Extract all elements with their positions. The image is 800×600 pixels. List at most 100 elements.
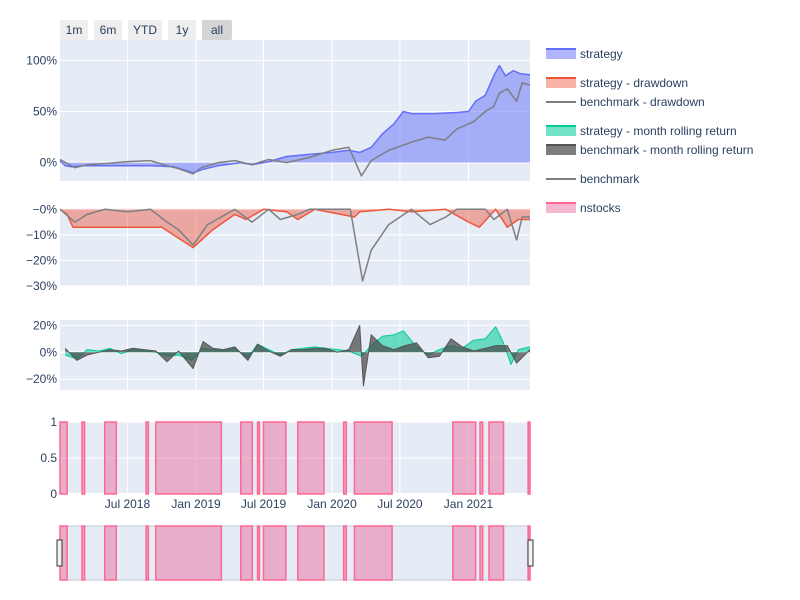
nstocks-interval (488, 421, 505, 495)
range-slider-interval (81, 525, 86, 581)
range-slider-interval (256, 525, 261, 581)
y-tick-label: −20% (26, 372, 57, 386)
legend-item-strategy-drawdown[interactable]: strategy - drawdown (546, 76, 688, 90)
legend-item-benchmark-drawdown[interactable]: benchmark - drawdown (546, 95, 705, 109)
panel-returns: 0% 50% 100% (26, 40, 531, 181)
range-slider-interval (103, 525, 118, 581)
range-button-label: 1y (176, 23, 189, 37)
range-slider-interval (297, 525, 325, 581)
series-line (64, 324, 531, 387)
range-button-bg[interactable] (60, 20, 88, 40)
nstocks-interval (262, 421, 287, 495)
series-area (65, 325, 530, 386)
chart-panels: 0%50%100%−0%−10%−20%−30%20%0%−20%00.51 (26, 40, 534, 581)
range-button-6m[interactable]: 6m (94, 20, 122, 40)
nstocks-interval (103, 421, 118, 495)
range-button-all[interactable]: all (202, 20, 232, 40)
range-button-label: 1m (66, 23, 83, 37)
x-tick-label: Jan 2019 (171, 497, 221, 511)
plot-background (60, 208, 530, 286)
legend-label: benchmark (580, 172, 640, 186)
legend-label: strategy (580, 47, 623, 61)
range-slider-right-handle[interactable] (527, 539, 534, 567)
range-slider-interval (342, 525, 347, 581)
range-slider[interactable] (56, 525, 534, 581)
nstocks-interval (353, 421, 393, 495)
legend-label: benchmark - drawdown (580, 95, 705, 109)
nstocks-interval (155, 421, 223, 495)
range-slider-interval (353, 525, 393, 581)
y-tick-label: −30% (26, 279, 57, 293)
series-nstocks (59, 421, 531, 495)
nstocks-interval (59, 421, 68, 495)
x-tick-label: Jul 2018 (105, 497, 151, 511)
nstocks-interval (452, 421, 477, 495)
nstocks-interval (240, 421, 254, 495)
legend-swatch (546, 145, 576, 155)
x-tick-label: Jan 2021 (444, 497, 494, 511)
legend-swatch (546, 126, 576, 136)
series-benchmark (59, 82, 531, 177)
range-slider-interval (155, 525, 223, 581)
legend-label: strategy - drawdown (580, 76, 688, 90)
range-button-ytd[interactable]: YTD (128, 20, 162, 40)
range-slider-left-handle[interactable] (56, 539, 63, 567)
y-tick-label: 0% (40, 345, 58, 359)
range-slider-interval (240, 525, 254, 581)
y-tick-label: 0.5 (40, 451, 57, 465)
nstocks-interval (81, 421, 86, 495)
nstocks-interval (342, 421, 347, 495)
y-tick-label: 100% (26, 53, 57, 67)
range-button-bg[interactable] (128, 20, 162, 40)
panel-rolling: 20% 0% −20% (26, 318, 531, 390)
y-tick-label: 0 (50, 487, 57, 501)
series-area (60, 209, 530, 248)
legend-item-strategy-month-rolling-return[interactable]: strategy - month rolling return (546, 124, 737, 138)
plot-background (60, 320, 530, 390)
nstocks-interval (479, 421, 484, 495)
legend-swatch (546, 203, 576, 213)
y-tick-label: 0% (40, 156, 58, 170)
range-button-1m[interactable]: 1m (60, 20, 88, 40)
x-tick-label: Jul 2020 (377, 497, 423, 511)
nstocks-interval (297, 421, 325, 495)
range-button-bg[interactable] (168, 20, 196, 40)
range-slider-interval (452, 525, 477, 581)
range-button-1y[interactable]: 1y (168, 20, 196, 40)
series-line (59, 208, 530, 282)
x-axis: Jul 2018 Jan 2019 Jul 2019 Jan 2020 Jul 2020… (105, 497, 494, 511)
x-tick-label: Jan 2020 (307, 497, 357, 511)
legend-item-strategy[interactable]: strategy (546, 47, 623, 61)
series-benchmark-drawdown (59, 208, 530, 282)
range-button-bg[interactable] (202, 20, 232, 40)
legend-label: benchmark - month rolling return (580, 143, 753, 157)
y-tick-label: 1 (50, 415, 57, 429)
y-tick-label: −10% (26, 228, 57, 242)
legend-item-benchmark[interactable]: benchmark (546, 172, 640, 186)
legend-item-benchmark-month-rolling-return[interactable]: benchmark - month rolling return (546, 143, 753, 157)
series-line (59, 64, 531, 174)
legend-label: strategy - month rolling return (580, 124, 737, 138)
nstocks-interval (145, 421, 150, 495)
legend-swatch (546, 49, 576, 59)
x-tick-label: Jul 2019 (241, 497, 287, 511)
legend-label: nstocks (580, 201, 621, 215)
range-button-label: all (211, 23, 223, 37)
range-button-label: YTD (133, 23, 157, 37)
y-tick-label: 20% (33, 318, 57, 332)
range-button-bg[interactable] (94, 20, 122, 40)
y-tick-label: 50% (33, 105, 57, 119)
range-slider-interval (479, 525, 484, 581)
range-slider-interval (488, 525, 505, 581)
range-button-label: 6m (100, 23, 117, 37)
range-slider-interval (145, 525, 150, 581)
legend-swatch (546, 78, 576, 88)
legend[interactable]: strategy strategy - drawdown benchmark - d… (546, 47, 753, 215)
y-tick-label: −20% (26, 253, 57, 267)
range-selector: 1m 6m YTD 1y all (60, 20, 232, 40)
series-line (59, 82, 531, 177)
legend-item-nstocks[interactable]: nstocks (546, 201, 621, 215)
series-benchmark-month-rolling-return (64, 324, 531, 387)
range-slider-background (59, 525, 531, 581)
nstocks-interval (256, 421, 261, 495)
